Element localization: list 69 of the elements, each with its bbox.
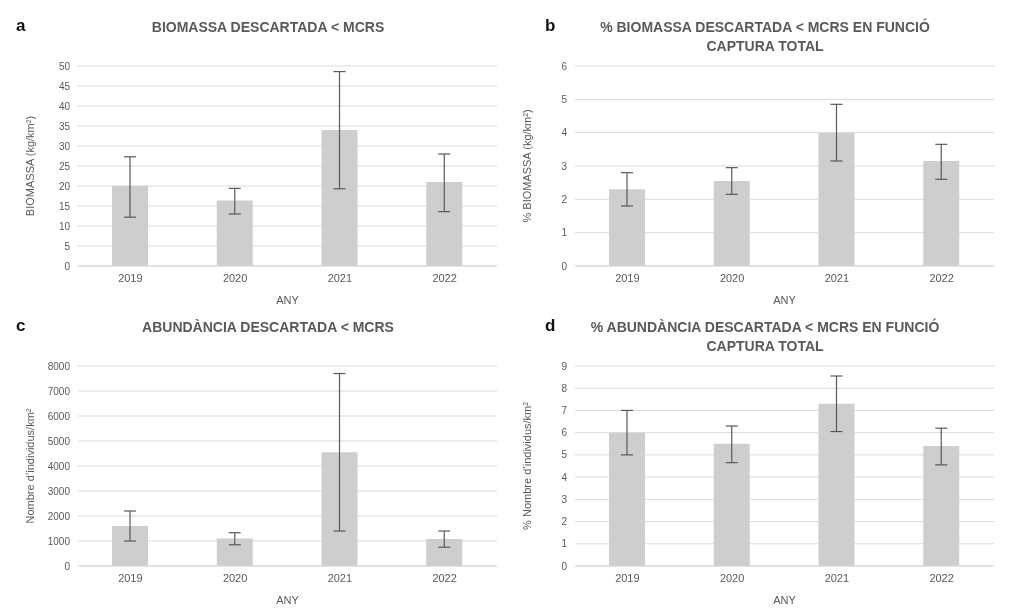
- y-tick-label: 8000: [47, 360, 71, 372]
- y-tick-label: 7: [561, 404, 568, 416]
- y-tick-label: 9: [561, 360, 568, 372]
- x-tick-label: 2020: [222, 571, 248, 584]
- y-tick-label: 1: [561, 538, 568, 550]
- x-axis-title: ANY: [276, 594, 300, 606]
- chart-title: ABUNDÀNCIA DESCARTADA < MCRS: [141, 318, 395, 337]
- x-tick-label: 2022: [432, 271, 457, 284]
- chart-title: BIOMASSA DESCARTADA < MCRS: [150, 18, 386, 37]
- x-tick-label: 2022: [929, 271, 954, 284]
- y-axis-title: Nombre d’individus/km²: [23, 408, 36, 524]
- x-tick-label: 2021: [327, 271, 353, 284]
- y-tick-label: 0: [64, 260, 71, 272]
- y-tick-label: 25: [58, 160, 71, 172]
- y-tick-label: 15: [58, 200, 71, 212]
- y-tick-label: 6: [561, 427, 568, 439]
- x-tick-label: 2019: [118, 271, 143, 284]
- x-tick-label: 2022: [432, 571, 457, 584]
- x-axis-title: ANY: [773, 594, 797, 606]
- x-tick-label: 2021: [824, 571, 850, 584]
- x-axis-title: ANY: [773, 294, 797, 306]
- x-tick-label: 2020: [222, 271, 248, 284]
- x-tick-label: 2021: [824, 271, 850, 284]
- y-tick-label: 6000: [47, 410, 71, 422]
- y-tick-label: 4: [561, 471, 568, 483]
- y-tick-label: 4: [561, 127, 568, 139]
- y-tick-label: 6: [561, 60, 568, 72]
- x-tick-label: 2020: [719, 571, 745, 584]
- y-tick-label: 3: [561, 493, 568, 505]
- y-tick-label: 50: [58, 60, 71, 72]
- y-axis-title: BIOMASSA (kg/km²): [23, 115, 36, 217]
- y-tick-label: 1: [561, 227, 568, 239]
- x-tick-label: 2020: [719, 271, 745, 284]
- text: c: [16, 316, 26, 336]
- x-axis-title: ANY: [276, 294, 300, 306]
- x-tick-label: 2022: [929, 571, 954, 584]
- y-tick-label: 5: [64, 240, 71, 252]
- chart-title: % BIOMASSA DESCARTADA < MCRS EN FUNCIÓ CAPTURA TOTAL: [599, 18, 931, 56]
- y-tick-label: 5: [561, 93, 568, 105]
- y-tick-label: 3: [561, 160, 568, 172]
- y-tick-label: 20: [58, 180, 71, 192]
- y-tick-label: 30: [58, 140, 71, 152]
- text: d: [545, 316, 556, 336]
- y-tick-label: 4000: [47, 460, 71, 472]
- y-tick-label: 8: [561, 382, 568, 394]
- text: b: [545, 16, 556, 36]
- y-tick-label: 0: [64, 560, 71, 572]
- y-tick-label: 0: [561, 260, 568, 272]
- y-tick-label: 2000: [47, 510, 71, 522]
- y-tick-label: 2: [561, 193, 568, 205]
- y-axis-title: % BIOMASSA (kg/km²): [520, 109, 533, 223]
- y-tick-label: 7000: [47, 385, 71, 397]
- y-tick-label: 5000: [47, 435, 71, 447]
- y-axis-title: % Nombre d’individus/km²: [520, 401, 533, 530]
- y-tick-label: 35: [58, 120, 71, 132]
- chart-title: % ABUNDÀNCIA DESCARTADA < MCRS EN FUNCIÓ CAPTURA TOTAL: [589, 318, 941, 356]
- x-tick-label: 2021: [327, 571, 353, 584]
- x-tick-label: 2019: [615, 571, 640, 584]
- y-tick-label: 2: [561, 516, 568, 528]
- text: a: [16, 16, 26, 36]
- y-tick-label: 10: [58, 220, 71, 232]
- y-tick-label: 0: [561, 560, 568, 572]
- x-tick-label: 2019: [118, 571, 143, 584]
- x-tick-label: 2019: [615, 271, 640, 284]
- y-tick-label: 3000: [47, 485, 71, 497]
- y-tick-label: 5: [561, 449, 568, 461]
- y-tick-label: 40: [58, 100, 71, 112]
- y-tick-label: 45: [58, 80, 71, 92]
- y-tick-label: 1000: [47, 535, 71, 547]
